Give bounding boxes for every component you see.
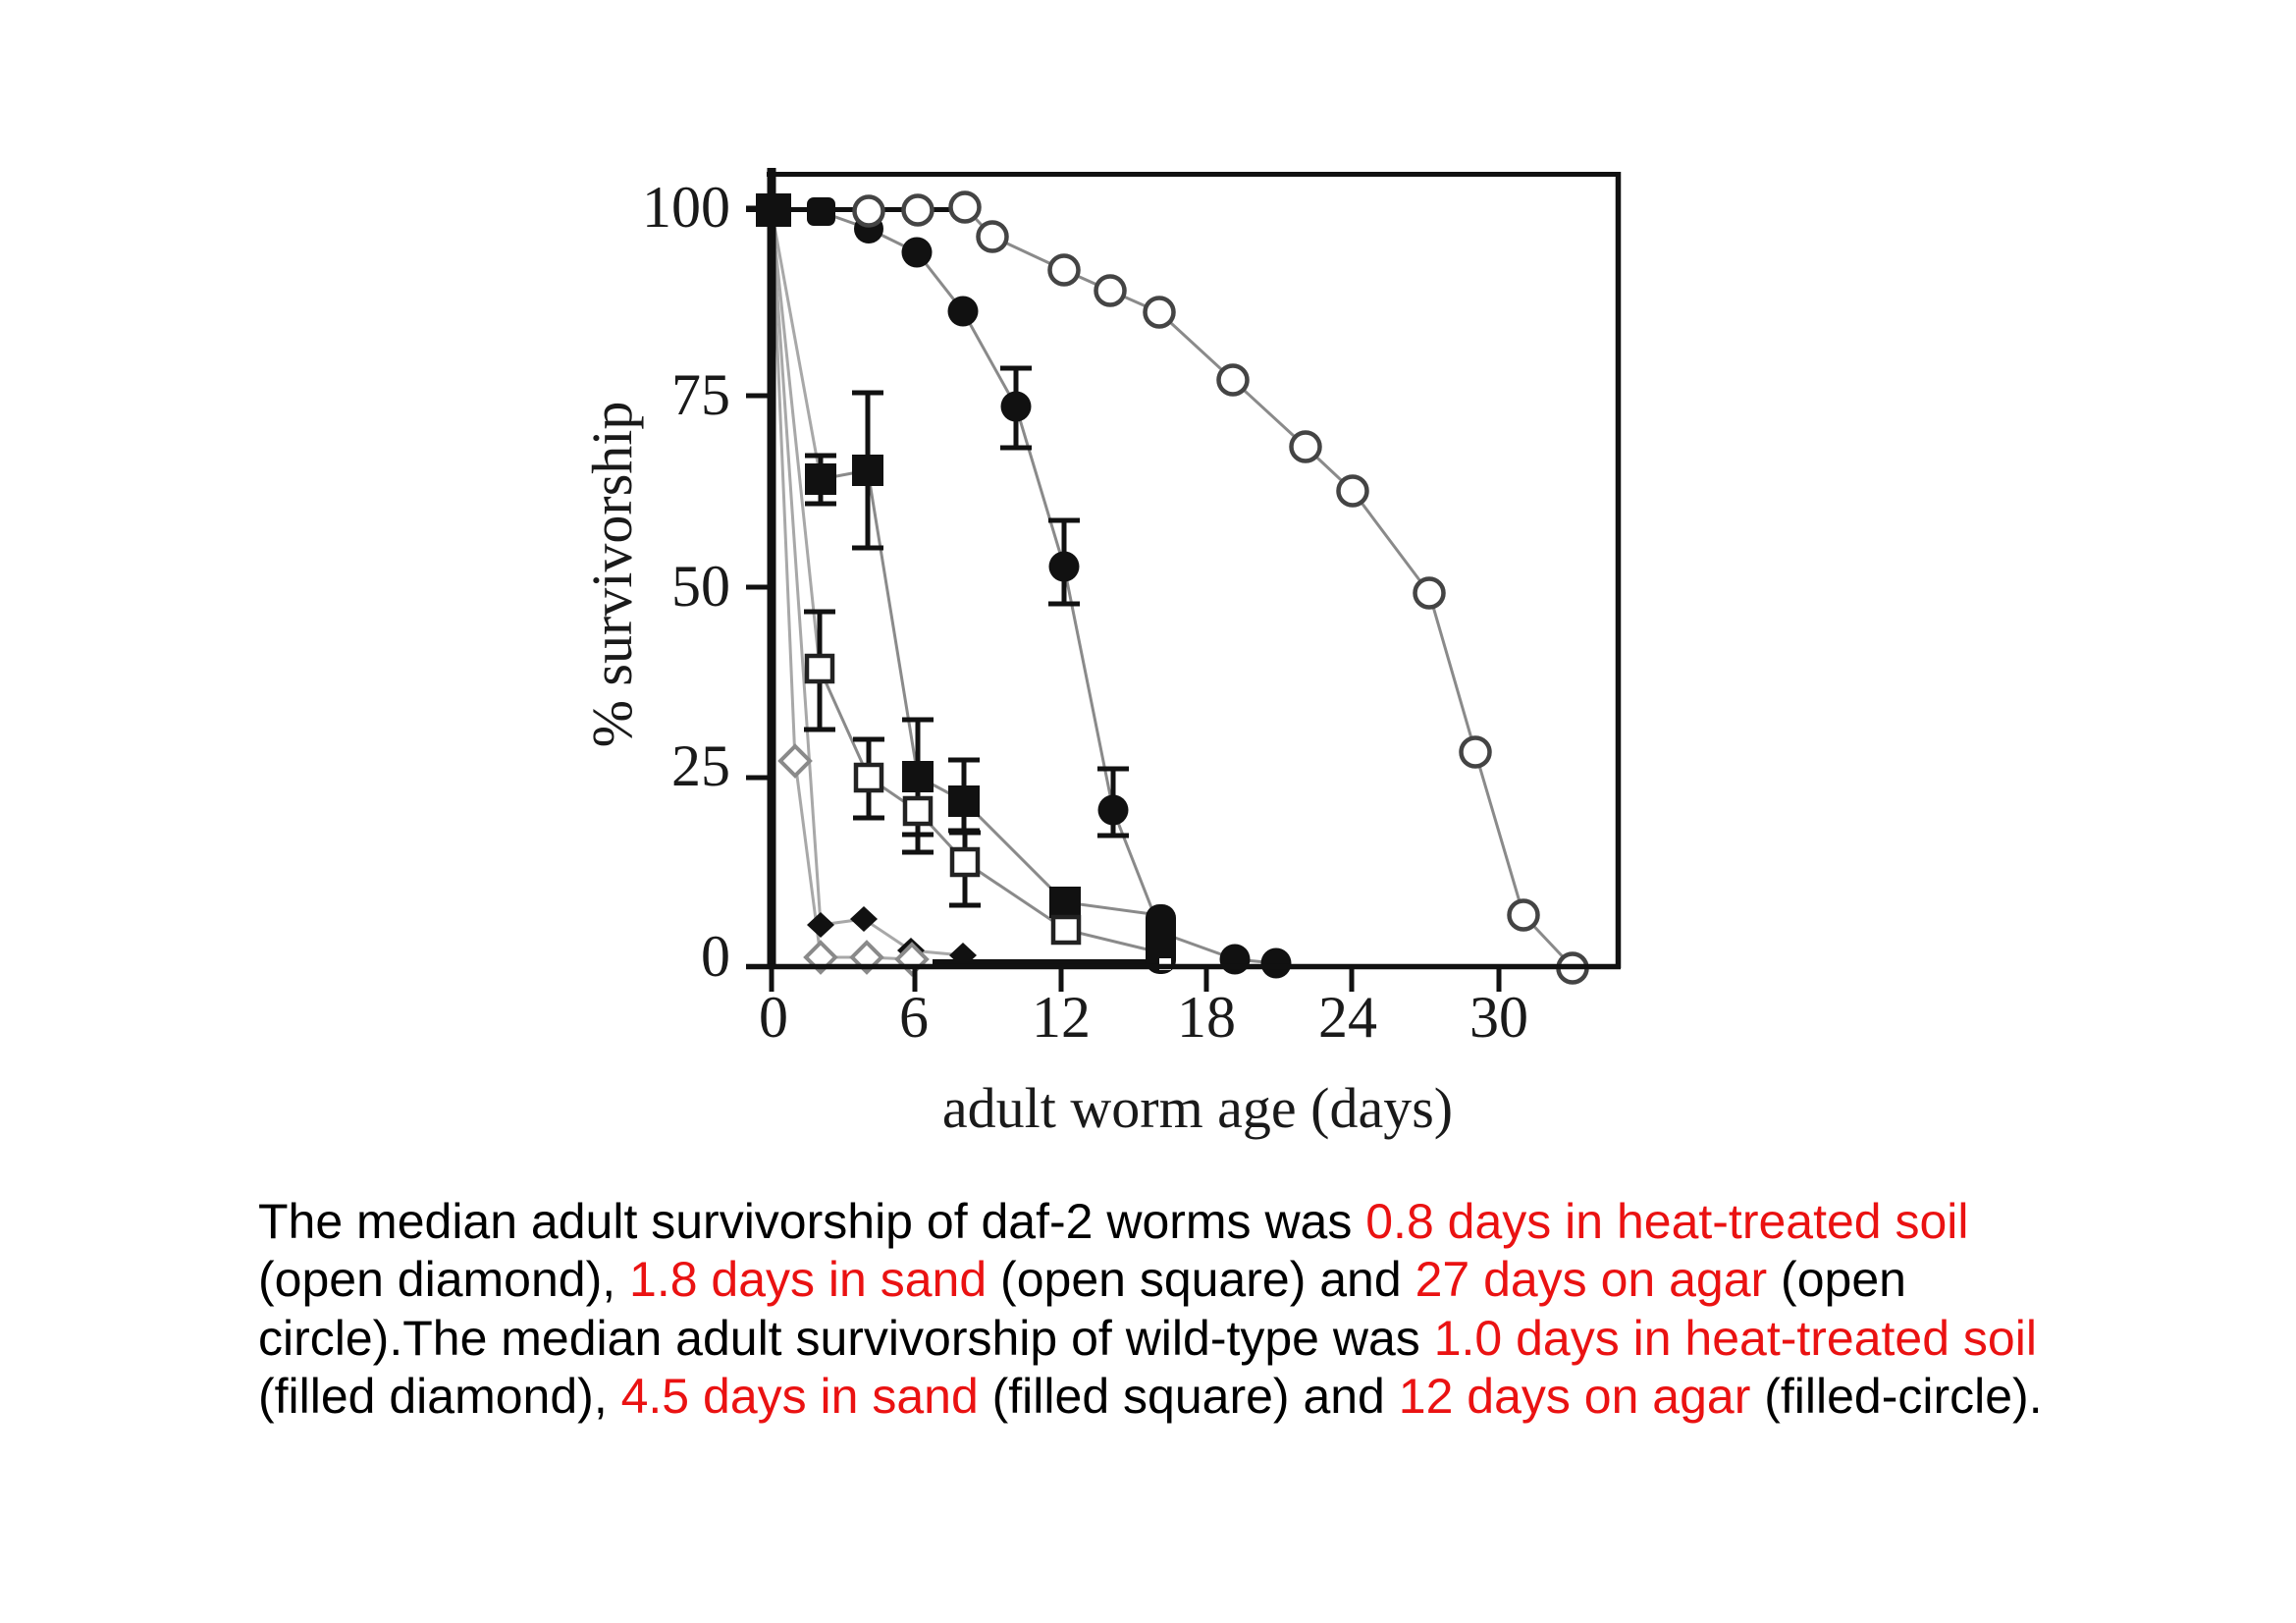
svg-text:100: 100 <box>642 175 730 240</box>
svg-text:0: 0 <box>759 985 788 1050</box>
svg-text:30: 30 <box>1469 985 1528 1050</box>
svg-text:12: 12 <box>1032 985 1091 1050</box>
svg-text:adult worm age (days): adult worm age (days) <box>942 1076 1453 1140</box>
svg-text:50: 50 <box>671 554 730 619</box>
svg-text:25: 25 <box>671 733 730 798</box>
svg-text:0: 0 <box>701 924 730 989</box>
svg-text:24: 24 <box>1318 985 1377 1050</box>
svg-text:% survivorship: % survivorship <box>580 402 644 748</box>
svg-text:75: 75 <box>671 362 730 427</box>
svg-text:18: 18 <box>1177 985 1236 1050</box>
svg-text:6: 6 <box>899 985 929 1050</box>
